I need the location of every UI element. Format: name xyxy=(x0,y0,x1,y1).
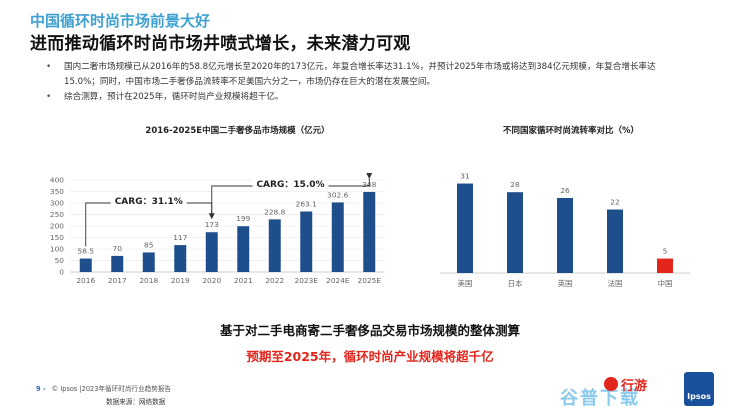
brand-mark-icon xyxy=(604,377,618,391)
x-tick-label: 2020 xyxy=(202,276,221,285)
bar xyxy=(237,226,250,272)
watermark: 谷普下载 xyxy=(560,388,640,409)
x-tick-label: 中国 xyxy=(658,279,673,288)
chart-title: 不同国家循环时尚流转率对比（%） xyxy=(503,125,639,136)
y-tick-label: 400 xyxy=(50,176,64,185)
x-tick-label: 2021 xyxy=(234,276,253,285)
y-tick-label: 50 xyxy=(55,256,65,265)
bar xyxy=(363,191,376,272)
data-label: 199 xyxy=(236,214,250,223)
page-kicker: 中国循环时尚市场前景大好 xyxy=(30,12,211,30)
data-label: 26 xyxy=(560,186,570,195)
bullet-list: 国内二奢市场规模已从2016年的58.8亿元增长至2020年的173亿元，年复合… xyxy=(46,60,686,105)
data-label: 263.1 xyxy=(296,199,317,208)
ipsos-logo: Ipsos xyxy=(684,372,714,406)
copyright-text: © Ipsos |2023年循环时尚行业趋势报告 xyxy=(51,385,171,393)
bar xyxy=(657,258,673,273)
data-source: 数据来源：网络数据 xyxy=(106,398,166,406)
bar xyxy=(142,252,155,272)
y-tick-label: 100 xyxy=(50,245,64,254)
cagr-label: CARG：31.1% xyxy=(115,197,183,207)
chart-title: 2016-2025E中国二手奢侈品市场规模（亿元） xyxy=(145,125,329,136)
bullet-item: 国内二奢市场规模已从2016年的58.8亿元增长至2020年的173亿元，年复合… xyxy=(46,60,686,90)
y-tick-label: 350 xyxy=(50,187,64,196)
x-tick-label: 法国 xyxy=(608,279,623,288)
footer-note: 9 - © Ipsos |2023年循环时尚行业趋势报告 xyxy=(36,383,171,393)
x-tick-label: 日本 xyxy=(508,279,523,288)
y-tick-label: 250 xyxy=(50,210,64,219)
bar xyxy=(331,202,344,272)
bar xyxy=(79,258,92,272)
arrow-head-icon xyxy=(366,172,373,179)
bullet-item: 综合测算，预计在2025年，循环时尚产业规模将超千亿。 xyxy=(46,90,686,105)
data-label: 22 xyxy=(610,198,619,207)
y-tick-label: 150 xyxy=(50,233,64,242)
data-label: 173 xyxy=(205,220,219,229)
data-label: 58.5 xyxy=(78,247,95,256)
bar xyxy=(457,183,473,273)
bar xyxy=(111,255,124,272)
bar xyxy=(174,245,187,272)
brand-logo: 行游 xyxy=(604,374,690,394)
page-number: 9 - xyxy=(36,385,46,393)
x-tick-label: 2018 xyxy=(139,276,158,285)
x-tick-label: 英国 xyxy=(558,279,573,288)
bar xyxy=(268,219,281,272)
x-tick-label: 2024E xyxy=(326,276,350,285)
bar xyxy=(607,209,623,273)
conclusion-title: 基于对二手电商寄二手奢侈品交易市场规模的整体测算 xyxy=(219,323,520,338)
data-label: 117 xyxy=(173,233,187,242)
page-headline: 进而推动循环时尚市场井喷式增长，未来潜力可观 xyxy=(30,34,411,54)
market-size-chart: 2016-2025E中国二手奢侈品市场规模（亿元） 0 50 100 150 200 250… xyxy=(50,125,385,285)
x-tick-label: 2019 xyxy=(171,276,190,285)
bar xyxy=(507,192,523,273)
x-tick-label: 2017 xyxy=(108,276,127,285)
y-tick-label: 0 xyxy=(59,268,64,277)
x-tick-label: 2022 xyxy=(265,276,284,285)
x-tick-label: 2016 xyxy=(76,276,95,285)
x-tick-label: 美国 xyxy=(458,279,473,288)
data-label: 5 xyxy=(663,247,668,256)
y-tick-label: 300 xyxy=(50,199,64,208)
y-tick-label: 200 xyxy=(50,222,64,231)
bar xyxy=(300,211,313,272)
circulation-rate-chart: 不同国家循环时尚流转率对比（%） 31 美国 28 日本 26 英国 22 法国 5 中国 xyxy=(440,125,690,288)
data-label: 31 xyxy=(460,172,470,181)
x-tick-label: 2023E xyxy=(295,276,319,285)
data-label: 302.6 xyxy=(327,190,348,199)
bar xyxy=(557,197,573,273)
conclusion-subtitle: 预期至2025年，循环时尚产业规模将超千亿 xyxy=(246,349,494,364)
brand-name: 行游 xyxy=(621,378,648,394)
x-tick-label: 2025E xyxy=(358,276,382,285)
data-label: 228.8 xyxy=(264,207,285,216)
arrow-head-icon xyxy=(208,213,215,220)
data-label: 28 xyxy=(510,180,520,189)
data-label: 85 xyxy=(144,240,154,249)
data-label: 70 xyxy=(113,244,123,253)
cagr-label-bg xyxy=(252,176,329,190)
cagr-label-bg xyxy=(110,193,187,207)
cagr-label: CARG：15.0% xyxy=(256,180,324,190)
bar xyxy=(205,232,218,272)
